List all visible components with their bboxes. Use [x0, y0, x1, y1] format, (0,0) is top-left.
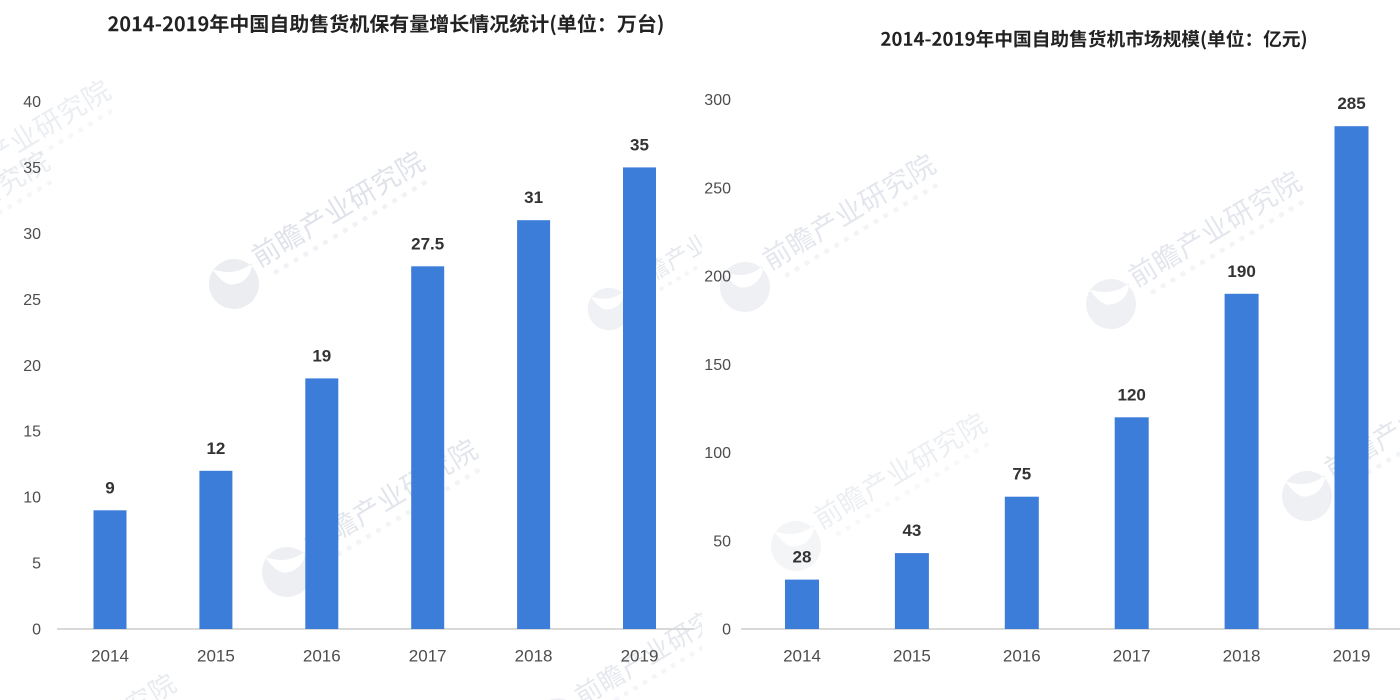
svg-text:2018: 2018 — [1223, 647, 1261, 666]
svg-text:300: 300 — [704, 92, 731, 109]
svg-text:250: 250 — [704, 180, 731, 197]
svg-text:2019: 2019 — [621, 647, 659, 666]
svg-text:43: 43 — [902, 521, 921, 540]
svg-text:120: 120 — [1118, 385, 1146, 404]
svg-text:2019: 2019 — [1333, 647, 1371, 666]
svg-text:200: 200 — [704, 269, 731, 286]
svg-text:100: 100 — [704, 445, 731, 462]
svg-text:15: 15 — [23, 424, 41, 441]
svg-text:35: 35 — [23, 160, 41, 177]
svg-text:10: 10 — [23, 490, 41, 507]
svg-text:30: 30 — [23, 226, 41, 243]
svg-text:27.5: 27.5 — [411, 234, 444, 253]
svg-text:0: 0 — [722, 622, 731, 639]
svg-text:35: 35 — [630, 135, 649, 154]
svg-text:2016: 2016 — [1003, 647, 1041, 666]
svg-text:0: 0 — [32, 622, 41, 639]
svg-text:2014: 2014 — [783, 647, 821, 666]
svg-text:40: 40 — [23, 94, 41, 111]
svg-text:9: 9 — [105, 478, 114, 497]
svg-text:2018: 2018 — [515, 647, 553, 666]
svg-text:25: 25 — [23, 292, 41, 309]
svg-text:2016: 2016 — [303, 647, 341, 666]
svg-text:2017: 2017 — [409, 647, 447, 666]
svg-text:2017: 2017 — [1113, 647, 1151, 666]
svg-text:5: 5 — [32, 556, 41, 573]
svg-text:20: 20 — [23, 358, 41, 375]
svg-text:12: 12 — [206, 439, 225, 458]
svg-text:2014: 2014 — [91, 647, 129, 666]
svg-text:285: 285 — [1337, 94, 1365, 113]
svg-text:19: 19 — [312, 346, 331, 365]
svg-text:2015: 2015 — [197, 647, 235, 666]
svg-text:2015: 2015 — [893, 647, 931, 666]
svg-text:150: 150 — [704, 357, 731, 374]
svg-text:28: 28 — [793, 548, 812, 567]
svg-text:190: 190 — [1227, 262, 1255, 281]
svg-text:50: 50 — [713, 533, 731, 550]
svg-text:75: 75 — [1012, 465, 1031, 484]
svg-text:31: 31 — [524, 188, 543, 207]
